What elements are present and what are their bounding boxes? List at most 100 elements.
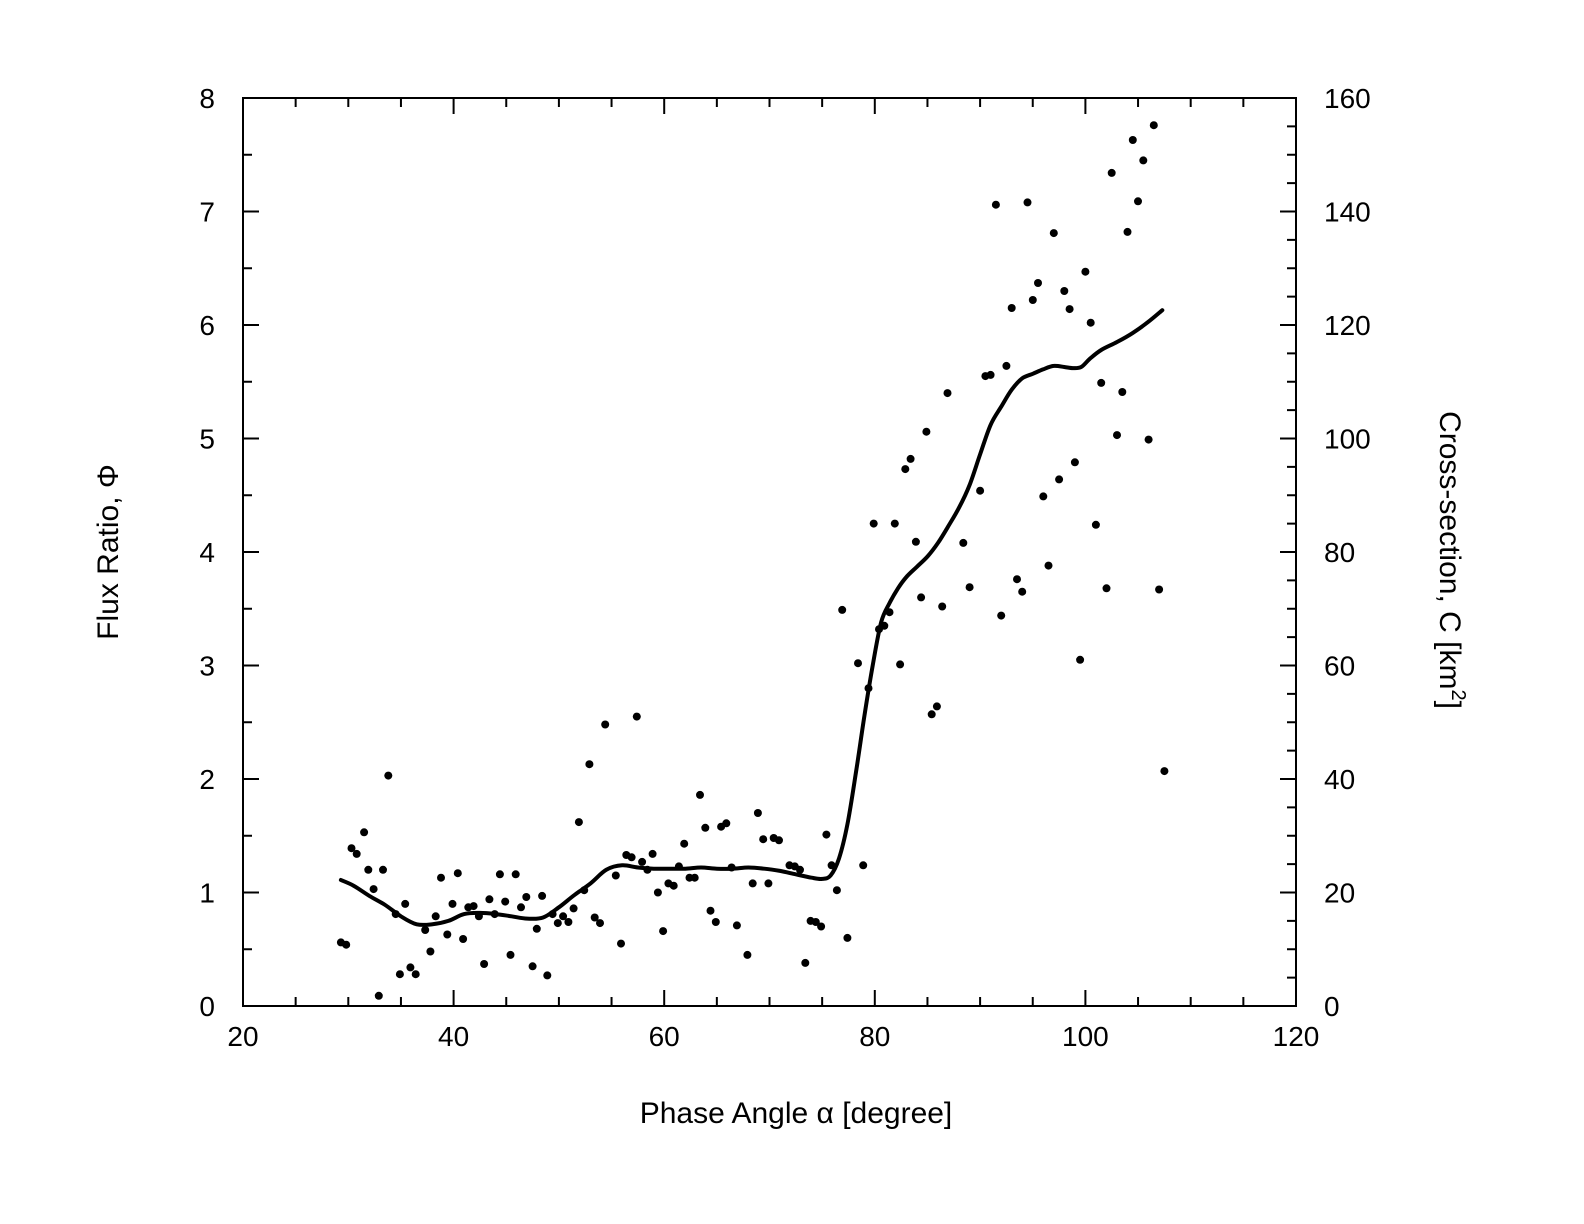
data-point: [443, 930, 452, 939]
data-point: [938, 602, 947, 611]
data-point: [1118, 388, 1127, 396]
data-point: [743, 950, 752, 959]
y2-axis-title-sup: 2: [1447, 689, 1469, 700]
y2-tick-label: 60: [1324, 651, 1355, 682]
y2-tick-label: 160: [1324, 83, 1371, 114]
x-tick-label: 40: [438, 1021, 469, 1052]
smoothed-fit-line: [338, 308, 1165, 928]
data-point: [843, 933, 852, 942]
y2-tick-label: 20: [1324, 878, 1355, 909]
data-point: [1091, 520, 1100, 529]
x-tick-label: 80: [859, 1021, 890, 1052]
data-point: [1155, 585, 1164, 594]
data-point: [352, 849, 361, 858]
data-point: [342, 940, 351, 949]
y-tick-label: 1: [199, 878, 215, 909]
data-point: [1144, 435, 1153, 444]
x-tick-label: 20: [227, 1021, 258, 1052]
data-point: [1081, 267, 1090, 276]
y-tick-label: 4: [199, 537, 215, 568]
y2-axis-title-end: ]: [1433, 701, 1466, 709]
x-tick-label: 100: [1062, 1021, 1109, 1052]
data-point: [517, 903, 525, 912]
data-point: [648, 849, 657, 858]
data-point: [817, 922, 826, 931]
data-point: [590, 913, 599, 922]
data-point: [538, 891, 547, 900]
data-point: [1049, 229, 1058, 238]
data-point: [553, 919, 562, 928]
data-point: [1128, 136, 1137, 144]
data-point: [426, 947, 435, 956]
data-point: [501, 897, 510, 906]
x-axis-title: Phase Angle α [degree]: [640, 1097, 953, 1130]
data-point: [959, 538, 968, 547]
data-point: [822, 830, 831, 839]
data-point: [1055, 475, 1064, 484]
data-point: [431, 912, 440, 921]
data-point: [986, 370, 995, 379]
data-point: [374, 991, 383, 1000]
y2-axis-title-main: Cross-section, C [km: [1433, 411, 1466, 689]
y2-tick-label: 80: [1324, 537, 1355, 568]
data-point: [711, 918, 720, 926]
data-point: [1107, 168, 1116, 177]
data-point: [585, 760, 594, 769]
data-point: [1134, 197, 1142, 206]
data-point: [364, 865, 373, 874]
data-point: [601, 720, 610, 729]
data-point: [922, 427, 931, 436]
data-point: [701, 823, 710, 832]
data-point: [632, 712, 641, 721]
data-point: [1102, 584, 1111, 593]
data-point: [764, 879, 773, 888]
data-point: [421, 926, 430, 934]
y-tick-labels: 0 1 2 3 4 5 6 7 8: [199, 83, 215, 1022]
data-point: [796, 865, 804, 874]
data-point: [1018, 587, 1027, 596]
data-point: [706, 906, 715, 915]
data-point: [611, 871, 620, 880]
data-point: [528, 962, 537, 971]
data-point: [1097, 378, 1106, 387]
y-tick-label: 8: [199, 83, 215, 114]
data-point: [522, 893, 531, 901]
data-point: [1002, 361, 1011, 370]
data-point: [469, 902, 478, 911]
data-point: [1007, 304, 1016, 312]
y2-tick-labels: 0 20 40 60 80 100 120 140 160: [1324, 83, 1371, 1022]
data-point: [906, 454, 915, 463]
data-point: [859, 861, 868, 870]
data-point: [890, 519, 899, 528]
y2-tick-label: 40: [1324, 764, 1355, 795]
data-point: [1086, 318, 1095, 327]
minor-ticks: [243, 98, 1296, 1006]
data-point: [997, 611, 1006, 620]
data-point: [976, 486, 985, 495]
data-point: [406, 963, 415, 972]
data-point: [459, 935, 468, 943]
data-point: [759, 835, 768, 844]
data-point: [1034, 279, 1042, 287]
data-point: [395, 970, 404, 979]
data-point: [574, 818, 583, 827]
x-tick-label: 120: [1273, 1021, 1320, 1052]
data-point: [627, 853, 636, 862]
data-point: [495, 870, 504, 879]
data-point: [401, 899, 410, 908]
data-point: [911, 537, 920, 546]
data-point: [411, 970, 420, 979]
y-tick-label: 7: [199, 197, 215, 228]
data-point: [854, 659, 862, 668]
data-point: [1044, 561, 1053, 570]
data-point: [832, 886, 841, 895]
data-point: [506, 950, 515, 959]
data-point: [448, 899, 457, 908]
data-point: [1039, 492, 1048, 501]
data-point: [559, 912, 568, 921]
y-tick-label: 6: [199, 310, 215, 341]
data-point: [659, 927, 668, 936]
data-point: [943, 389, 952, 398]
data-point: [617, 939, 625, 948]
data-point: [511, 870, 520, 879]
